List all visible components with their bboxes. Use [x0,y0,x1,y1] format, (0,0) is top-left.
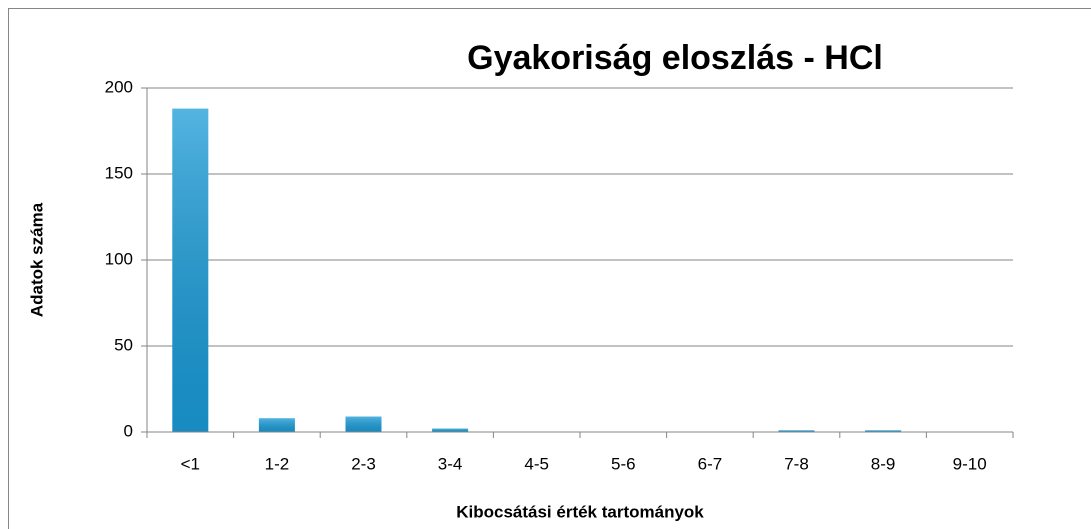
x-tick-label: 2-3 [351,454,376,473]
bar-shade [172,108,209,432]
bar-shade [778,430,815,432]
x-tick-label: 3-4 [438,454,463,473]
x-tick-label: 8-9 [871,454,896,473]
x-tick-label: 4-5 [524,454,549,473]
x-tick-label: 6-7 [698,454,723,473]
x-axis-label: Kibocsátási érték tartományok [456,502,704,521]
bar-shade [258,418,295,432]
y-tick-label: 50 [114,335,133,354]
y-tick-label: 150 [105,163,133,182]
x-tick-label: 9-10 [953,454,987,473]
x-tick-label: 1-2 [265,454,290,473]
y-axis-label: Adatok száma [27,202,46,317]
x-tick-label: 5-6 [611,454,636,473]
chart-title: Gyakoriság eloszlás - HCl [467,39,883,77]
bar-shade [345,416,382,432]
chart-frame [8,8,1091,529]
x-tick-label: <1 [181,454,200,473]
y-tick-label: 100 [105,249,133,268]
y-tick-label: 200 [105,77,133,96]
bar-shade [865,430,902,432]
y-tick-label: 0 [124,421,133,440]
x-tick-label: 7-8 [784,454,809,473]
bar-shade [432,428,469,432]
